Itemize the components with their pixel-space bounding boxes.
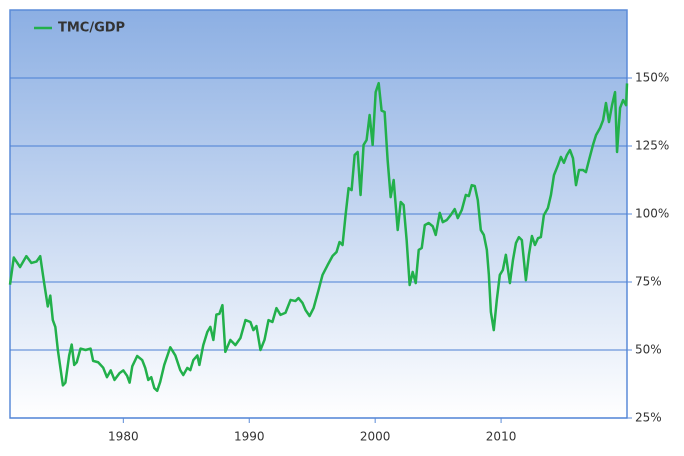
y-tick-label: 100%: [635, 207, 669, 221]
data-line: [8, 81, 629, 393]
x-tick-label: 2000: [360, 430, 391, 444]
legend-label: TMC/GDP: [58, 21, 125, 36]
x-tick-label: 2010: [486, 430, 517, 444]
x-tick-label: 1990: [234, 430, 265, 444]
x-tick-label: 1980: [108, 430, 139, 444]
y-tick-label: 125%: [635, 139, 669, 153]
y-tick-label: 50%: [635, 343, 662, 357]
y-tick-label: 25%: [635, 411, 662, 425]
y-tick-label: 150%: [635, 71, 669, 85]
y-tick-label: 75%: [635, 275, 662, 289]
